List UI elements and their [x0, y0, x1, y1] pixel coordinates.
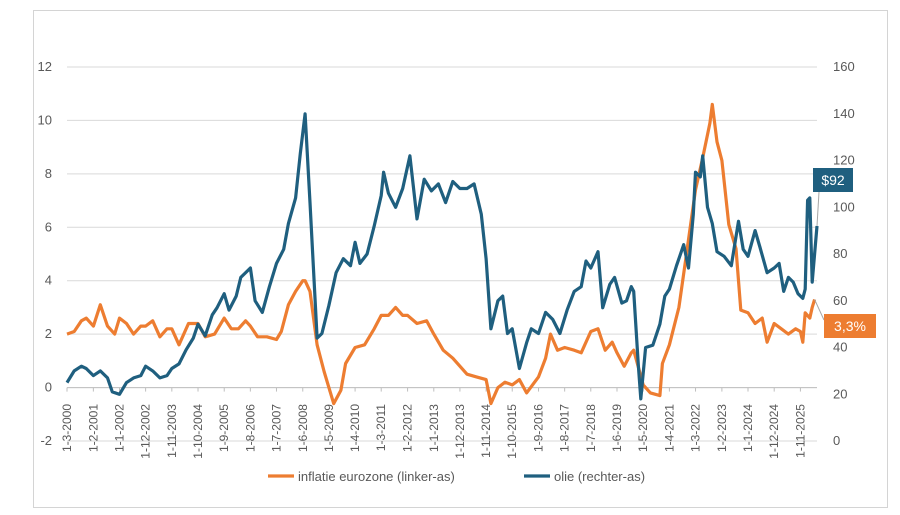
x-tick-label: 1-11-2014 [479, 404, 493, 458]
x-tick-label: 1-12-2024 [767, 404, 781, 459]
x-tick-label: 1-3-2022 [689, 404, 703, 452]
series-line-olie [65, 112, 819, 401]
y-right-tick-label: 80 [833, 246, 847, 261]
x-tick-label: 1-8-2017 [558, 404, 572, 452]
x-tick-label: 1-4-2010 [348, 404, 362, 452]
y-right-tick-label: 120 [833, 153, 855, 168]
y-axis-right: 0 20 40 60 80 100 120 140 160 [833, 59, 855, 448]
x-tick-label: 1-12-2002 [139, 404, 153, 459]
x-tick-label: 1-5-2009 [322, 404, 336, 452]
x-axis: 1-3-2000 1-2-2001 1-1-2002 1-12-2002 1-11-20… [60, 387, 817, 459]
callouts: $92 3,3% [813, 168, 876, 338]
y-left-tick-label: 0 [45, 380, 52, 395]
series-line-inflatie [66, 102, 817, 406]
x-tick-label: 1-6-2008 [296, 404, 310, 452]
x-tick-label: 1-7-2007 [269, 404, 283, 452]
x-tick-label: 1-8-2006 [243, 404, 257, 452]
y-left-tick-label: 6 [45, 219, 52, 234]
callout-box [813, 168, 853, 192]
y-right-tick-label: 60 [833, 293, 847, 308]
x-tick-label: 1-1-2002 [112, 404, 126, 452]
y-right-tick-label: 100 [833, 199, 855, 214]
x-tick-label: 1-2-2001 [86, 404, 100, 452]
y-left-tick-label: 4 [45, 273, 52, 288]
x-tick-label: 1-3-2000 [60, 404, 74, 452]
x-tick-label: 1-5-2020 [636, 404, 650, 452]
x-tick-label: 1-10-2004 [191, 404, 205, 459]
y-left-tick-label: 2 [45, 326, 52, 341]
x-tick-label: 1-4-2021 [662, 404, 676, 452]
x-tick-label: 1-10-2015 [505, 404, 519, 459]
x-tick-label: 1-2-2023 [715, 404, 729, 452]
callout-label: $92 [821, 172, 845, 188]
y-left-tick-label: -2 [40, 433, 52, 448]
y-right-tick-label: 0 [833, 433, 840, 448]
y-right-tick-label: 40 [833, 340, 847, 355]
x-tick-label: 1-1-2013 [427, 404, 441, 452]
callout-leader [814, 299, 825, 321]
x-tick-label: 1-7-2018 [584, 404, 598, 452]
callout-label: 3,3% [834, 318, 866, 334]
x-tick-label: 1-12-2013 [453, 404, 467, 459]
legend-label: olie (rechter-as) [554, 469, 645, 484]
callout-leader [816, 191, 820, 226]
x-tick-label: 1-9-2005 [217, 404, 231, 452]
legend-label: inflatie eurozone (linker-as) [298, 469, 455, 484]
x-tick-label: 1-11-2003 [165, 404, 179, 458]
chart-frame [33, 10, 888, 508]
callout-box [824, 314, 876, 338]
y-left-tick-label: 8 [45, 166, 52, 181]
x-tick-label: 1-6-2019 [610, 404, 624, 452]
legend: inflatie eurozone (linker-as) olie (recht… [268, 469, 645, 484]
x-tick-label: 1-9-2016 [532, 404, 546, 452]
x-tick-label: 1-1-2024 [741, 404, 755, 452]
y-right-tick-label: 140 [833, 106, 855, 121]
y-right-tick-label: 160 [833, 59, 855, 74]
series-lines [65, 102, 819, 406]
y-axis-left: -2 0 2 4 6 8 10 12 [38, 59, 52, 448]
y-left-tick-label: 12 [38, 59, 52, 74]
gridlines [67, 66, 817, 442]
y-left-tick-label: 10 [38, 112, 52, 127]
x-tick-label: 1-2-2012 [401, 404, 415, 452]
y-right-tick-label: 20 [833, 386, 847, 401]
x-tick-label: 1-3-2011 [374, 404, 388, 451]
x-tick-label: 1-11-2025 [793, 404, 807, 458]
